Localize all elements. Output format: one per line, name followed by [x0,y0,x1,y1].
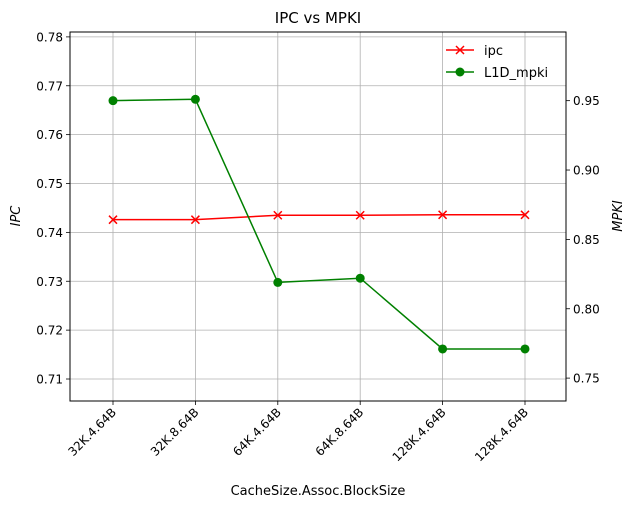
grid [70,32,566,401]
y-axis-label-left: IPC [9,205,24,227]
legend-label-mpki: L1D_mpki [484,66,548,81]
series-line-ipc [113,214,525,221]
data-point-ipc [108,215,118,225]
legend-label-ipc: ipc [484,44,503,59]
legend-marker-ipc [455,45,465,55]
legend-marker-mpki [455,67,465,77]
data-point-ipc [355,210,365,220]
y-tick-label-right: 0.85 [573,233,600,247]
data-point-ipc [190,215,200,225]
y-tick-label-left: 0.72 [36,324,63,338]
data-point-l1d-mpki [273,277,283,287]
data-point-l1d-mpki [108,96,118,106]
series-layer [108,94,530,354]
y-tick-label-left: 0.75 [36,177,63,191]
data-point-l1d-mpki [438,344,448,354]
y-tick-label-left: 0.78 [36,30,63,44]
y-tick-label-left: 0.71 [36,373,63,387]
y-tick-label-right: 0.75 [573,372,600,386]
x-axis-label: CacheSize.Assoc.BlockSize [231,484,406,499]
y-tick-label-right: 0.80 [573,302,600,316]
plot-frame [69,31,567,402]
series-line-l1d-mpki [112,98,525,350]
legend: ipc L1D_mpki [446,44,548,81]
chart-title: IPC vs MPKI [275,9,361,27]
data-point-ipc [438,210,448,220]
data-point-l1d-mpki [190,94,200,104]
data-point-l1d-mpki [355,273,365,283]
y-tick-label-left: 0.74 [36,226,63,240]
y-tick-label-right: 0.95 [573,94,600,108]
data-point-ipc [273,210,283,220]
y-tick-label-left: 0.77 [36,79,63,93]
y-tick-label-right: 0.90 [573,164,600,178]
data-point-ipc [520,210,530,220]
y-axis-label-right: MPKI [611,200,626,232]
data-point-l1d-mpki [520,344,530,354]
y-tick-label-left: 0.73 [36,275,63,289]
y-tick-label-left: 0.76 [36,128,63,142]
